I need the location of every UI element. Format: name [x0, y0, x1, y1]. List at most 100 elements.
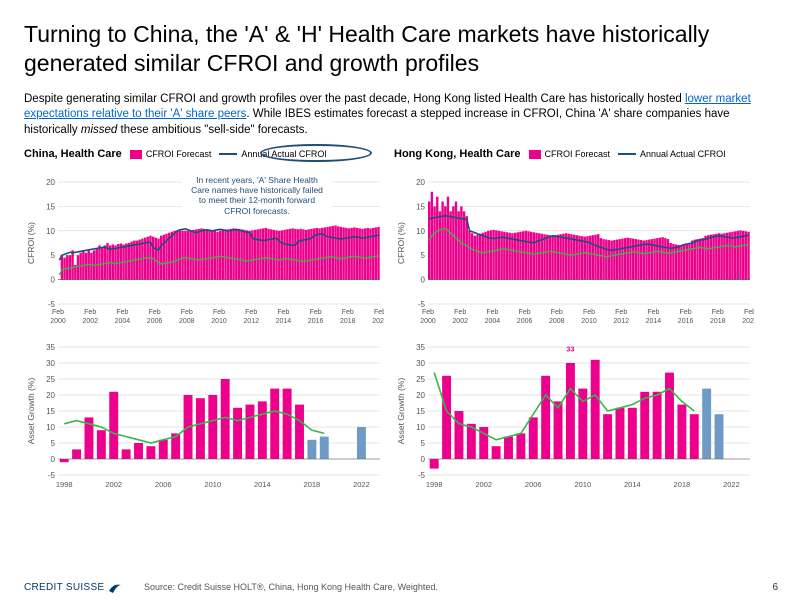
svg-text:Feb: Feb — [245, 309, 257, 316]
svg-text:Feb: Feb — [374, 309, 384, 316]
svg-text:Feb: Feb — [551, 309, 563, 316]
svg-text:1998: 1998 — [426, 480, 443, 489]
svg-text:2020: 2020 — [742, 318, 754, 325]
svg-text:Feb: Feb — [422, 309, 434, 316]
logo-text: CREDIT SUISSE — [24, 582, 104, 593]
svg-text:10: 10 — [416, 423, 425, 432]
legend-forecast: CFROI Forecast — [130, 149, 212, 159]
svg-text:Feb: Feb — [712, 309, 724, 316]
svg-text:Feb: Feb — [486, 309, 498, 316]
svg-text:2022: 2022 — [353, 480, 370, 489]
svg-text:10: 10 — [46, 423, 55, 432]
svg-text:Feb: Feb — [342, 309, 354, 316]
svg-text:2002: 2002 — [452, 318, 468, 325]
slide: Turning to China, the 'A' & 'H' Health C… — [0, 0, 802, 602]
svg-text:Feb: Feb — [181, 309, 193, 316]
svg-text:2002: 2002 — [82, 318, 98, 325]
svg-text:5: 5 — [421, 439, 426, 448]
charts-grid: China, Health Care CFROI Forecast Annual… — [24, 148, 778, 496]
svg-text:2006: 2006 — [525, 480, 542, 489]
svg-text:2012: 2012 — [243, 318, 259, 325]
slide-title: Turning to China, the 'A' & 'H' Health C… — [24, 20, 778, 78]
svg-text:2010: 2010 — [211, 318, 227, 325]
svg-text:15: 15 — [46, 407, 55, 416]
svg-text:2018: 2018 — [710, 318, 726, 325]
svg-text:2014: 2014 — [254, 480, 271, 489]
svg-text:35: 35 — [46, 343, 55, 352]
svg-text:5: 5 — [51, 439, 56, 448]
svg-text:2020: 2020 — [372, 318, 384, 325]
svg-text:2016: 2016 — [308, 318, 324, 325]
svg-text:10: 10 — [416, 227, 425, 236]
svg-text:Feb: Feb — [454, 309, 466, 316]
svg-text:30: 30 — [416, 359, 425, 368]
bottom-row: -505101520253035Asset Growth (%)19982002… — [24, 341, 778, 496]
svg-text:-5: -5 — [48, 300, 56, 309]
source-text: Source: Credit Suisse HOLT®, China, Hong… — [144, 582, 438, 592]
svg-text:2008: 2008 — [179, 318, 195, 325]
svg-text:30: 30 — [46, 359, 55, 368]
chart-hk-top: Hong Kong, Health Care CFROI Forecast An… — [394, 148, 754, 335]
svg-text:33: 33 — [566, 344, 574, 353]
svg-text:CFROI (%): CFROI (%) — [26, 222, 36, 264]
svg-text:Asset Growth (%): Asset Growth (%) — [26, 378, 36, 445]
svg-text:2014: 2014 — [624, 480, 641, 489]
svg-text:20: 20 — [46, 178, 55, 187]
svg-text:Feb: Feb — [680, 309, 692, 316]
svg-text:20: 20 — [46, 391, 55, 400]
svg-text:5: 5 — [51, 251, 56, 260]
svg-text:1998: 1998 — [56, 480, 73, 489]
svg-text:2002: 2002 — [475, 480, 492, 489]
svg-text:0: 0 — [51, 276, 56, 285]
svg-text:2014: 2014 — [276, 318, 292, 325]
logo-icon — [108, 580, 122, 594]
svg-text:2000: 2000 — [50, 318, 66, 325]
svg-text:Feb: Feb — [149, 309, 161, 316]
svg-text:Feb: Feb — [744, 309, 754, 316]
svg-text:Feb: Feb — [277, 309, 289, 316]
highlight-ellipse — [260, 144, 372, 162]
svg-text:5: 5 — [421, 251, 426, 260]
svg-text:Feb: Feb — [84, 309, 96, 316]
svg-text:Asset Growth (%): Asset Growth (%) — [396, 378, 406, 445]
svg-text:2010: 2010 — [574, 480, 591, 489]
svg-text:Feb: Feb — [52, 309, 64, 316]
svg-text:-5: -5 — [418, 471, 426, 480]
svg-text:15: 15 — [416, 407, 425, 416]
svg-text:0: 0 — [421, 455, 426, 464]
svg-text:25: 25 — [46, 375, 55, 384]
chart-china-bottom: -5 0 5 10 15 20 25 30 35 Asset Growth (%) 1998 2002… — [24, 341, 384, 496]
top-row: China, Health Care CFROI Forecast Annual… — [24, 148, 778, 335]
svg-text:2018: 2018 — [674, 480, 691, 489]
legend-actual: Annual Actual CFROI — [618, 149, 726, 159]
svg-text:2014: 2014 — [646, 318, 662, 325]
svg-text:2006: 2006 — [155, 480, 172, 489]
svg-text:25: 25 — [416, 375, 425, 384]
svg-text:2002: 2002 — [105, 480, 122, 489]
svg-text:20: 20 — [416, 391, 425, 400]
svg-text:2022: 2022 — [723, 480, 740, 489]
svg-text:10: 10 — [46, 227, 55, 236]
svg-text:0: 0 — [51, 455, 56, 464]
svg-text:CFROI (%): CFROI (%) — [396, 222, 406, 264]
svg-text:0: 0 — [421, 276, 426, 285]
svg-text:2004: 2004 — [115, 318, 131, 325]
svg-text:Feb: Feb — [116, 309, 128, 316]
svg-text:2006: 2006 — [147, 318, 163, 325]
svg-text:Feb: Feb — [647, 309, 659, 316]
svg-text:Feb: Feb — [583, 309, 595, 316]
svg-text:35: 35 — [416, 343, 425, 352]
svg-text:-5: -5 — [418, 300, 426, 309]
svg-text:2012: 2012 — [613, 318, 629, 325]
svg-text:2018: 2018 — [340, 318, 356, 325]
footer: CREDIT SUISSE Source: Credit Suisse HOLT… — [24, 580, 778, 594]
logo: CREDIT SUISSE — [24, 580, 122, 594]
chart-title: Hong Kong, Health Care — [394, 148, 521, 160]
svg-text:2018: 2018 — [304, 480, 321, 489]
svg-text:20: 20 — [416, 178, 425, 187]
page-number: 6 — [772, 582, 778, 593]
svg-text:15: 15 — [46, 202, 55, 211]
svg-text:Feb: Feb — [213, 309, 225, 316]
svg-text:-5: -5 — [48, 471, 56, 480]
svg-text:2006: 2006 — [517, 318, 533, 325]
